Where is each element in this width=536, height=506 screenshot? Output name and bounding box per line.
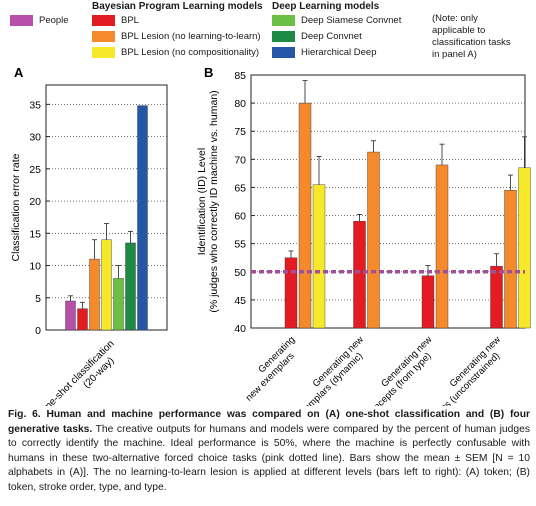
- panel-b-bar: [284, 257, 298, 329]
- legend-swatch-deep-convnet: [272, 30, 295, 42]
- legend-swatch-deep-siamese: [272, 14, 295, 26]
- panel-a-ytick-label: 5: [35, 293, 41, 305]
- panel-b-ytick-label: 75: [234, 126, 246, 138]
- panel-b-ytick-label: 50: [234, 267, 246, 279]
- panel-b-letter: B: [204, 65, 213, 80]
- legend-note-line: (Note: only: [432, 13, 478, 24]
- panel-a-ytick-label: 30: [29, 132, 41, 144]
- panel-b: 40 45 50 55 60 65 70 75 80 85 Identification (ID) …: [196, 70, 531, 406]
- panel-a-ytick-label: 10: [29, 261, 41, 273]
- category-label-line: exemplars (dynamic): [295, 351, 365, 406]
- legend-item-bpl-lesion-l2l: BPL Lesion (no learning-to-learn): [92, 30, 261, 43]
- panel-b-bar: [353, 220, 366, 329]
- panel-a-ytick-label: 20: [29, 196, 41, 208]
- legend-swatch-bpl-lesion-l2l: [92, 30, 115, 42]
- panel-a-bar: [65, 300, 76, 331]
- panel-b-ylabel-sub: (% judges who correctly ID machine vs. h…: [208, 90, 220, 312]
- panel-b-bar: [490, 265, 503, 329]
- panel-a-ylabel: Classification error rate: [10, 153, 22, 261]
- panel-b-ytick-label: 65: [234, 182, 246, 194]
- panel-b-ytick-label: 80: [234, 98, 246, 110]
- panel-a-bar: [113, 278, 124, 331]
- panel-b-ylabel: Identification (ID) Level: [196, 148, 208, 255]
- legend-swatch-bpl: [92, 14, 115, 26]
- panel-a-letter: A: [14, 65, 24, 80]
- figure-caption: Fig. 6. Human and machine performance wa…: [8, 408, 530, 495]
- panel-a-bar: [101, 239, 112, 331]
- panel-a-category-label: One-shot classification(20-way): [38, 338, 125, 406]
- panel-b-ytick-label: 85: [234, 70, 246, 82]
- legend-item-hierarchical-deep: Hierarchical Deep: [272, 46, 377, 59]
- legend-swatch-hierarchical-deep: [272, 46, 295, 58]
- panel-a-bar: [89, 258, 100, 331]
- legend-label-people: People: [39, 15, 69, 26]
- panel-b-bar: [504, 190, 517, 329]
- legend-label-bpl: BPL: [121, 15, 139, 26]
- panel-b-ytick-label: 55: [234, 239, 246, 251]
- legend-note-line: classification tasks: [432, 37, 511, 48]
- panel-a-bar: [77, 308, 88, 331]
- panel-a-ytick-label: 35: [29, 99, 41, 111]
- panel-a-bar: [137, 105, 148, 331]
- legend-label-bpl-lesion-l2l: BPL Lesion (no learning-to-learn): [121, 31, 261, 42]
- panel-b-bar: [298, 102, 312, 329]
- panel-b-bar: [518, 167, 531, 329]
- panel-b-bar: [312, 184, 326, 329]
- panel-b-ytick-label: 70: [234, 154, 246, 166]
- legend-label-bpl-lesion-comp: BPL Lesion (no compositionality): [121, 47, 259, 58]
- panel-b-ytick-label: 45: [234, 295, 246, 307]
- panel-b-ytick-label: 60: [234, 211, 246, 223]
- panel-b-bar: [421, 275, 435, 329]
- legend-swatch-bpl-lesion-comp: [92, 46, 115, 58]
- panel-b-bar: [435, 164, 449, 329]
- legend-swatch-people: [10, 14, 33, 26]
- legend-item-people: People: [10, 14, 69, 27]
- panel-a-ytick-label: 15: [29, 228, 41, 240]
- panel-a-ytick-label: 0: [35, 325, 41, 337]
- panel-b-ytick-label: 40: [234, 323, 246, 335]
- caption-title: Fig. 6. Human and machine performance wa…: [8, 409, 530, 435]
- legend-note: (Note: only applicable to classification…: [432, 13, 511, 61]
- legend-label-deep-convnet: Deep Convnet: [301, 31, 362, 42]
- figure-charts: A B 0 5 10 15 20 25 30 35 Classification error r…: [10, 65, 531, 406]
- panel-b-category-label: Generating newexemplars (dynamic): [287, 334, 373, 406]
- legend-note-line: applicable to: [432, 25, 486, 36]
- panel-a: 0 5 10 15 20 25 30 35 Classification error rate O…: [10, 84, 168, 406]
- legend-label-deep-siamese: Deep Siamese Convnet: [301, 15, 402, 26]
- panel-b-category-label: Generating newconcepts (from type): [357, 334, 442, 406]
- legend-header-bpl: Bayesian Program Learning models: [92, 1, 263, 12]
- legend-item-deep-convnet: Deep Convnet: [272, 30, 362, 43]
- legend-header-deep: Deep Learning models: [272, 1, 380, 12]
- panel-a-bar: [125, 242, 136, 331]
- panel-b-bar: [367, 151, 380, 329]
- legend-item-bpl: BPL: [92, 14, 139, 27]
- legend-item-deep-siamese: Deep Siamese Convnet: [272, 14, 401, 27]
- legend-item-bpl-lesion-comp: BPL Lesion (no compositionality): [92, 46, 259, 59]
- category-label-line: concepts (from type): [365, 351, 434, 406]
- panel-b-category-label: Generatingnew exemplars: [236, 334, 305, 403]
- legend-label-hierarchical-deep: Hierarchical Deep: [301, 47, 377, 58]
- legend: People Bayesian Program Learning models …: [0, 0, 536, 70]
- caption-body: The creative outputs for humans and mode…: [8, 423, 530, 493]
- panel-a-ytick-label: 25: [29, 164, 41, 176]
- legend-note-line: in panel A): [432, 49, 477, 60]
